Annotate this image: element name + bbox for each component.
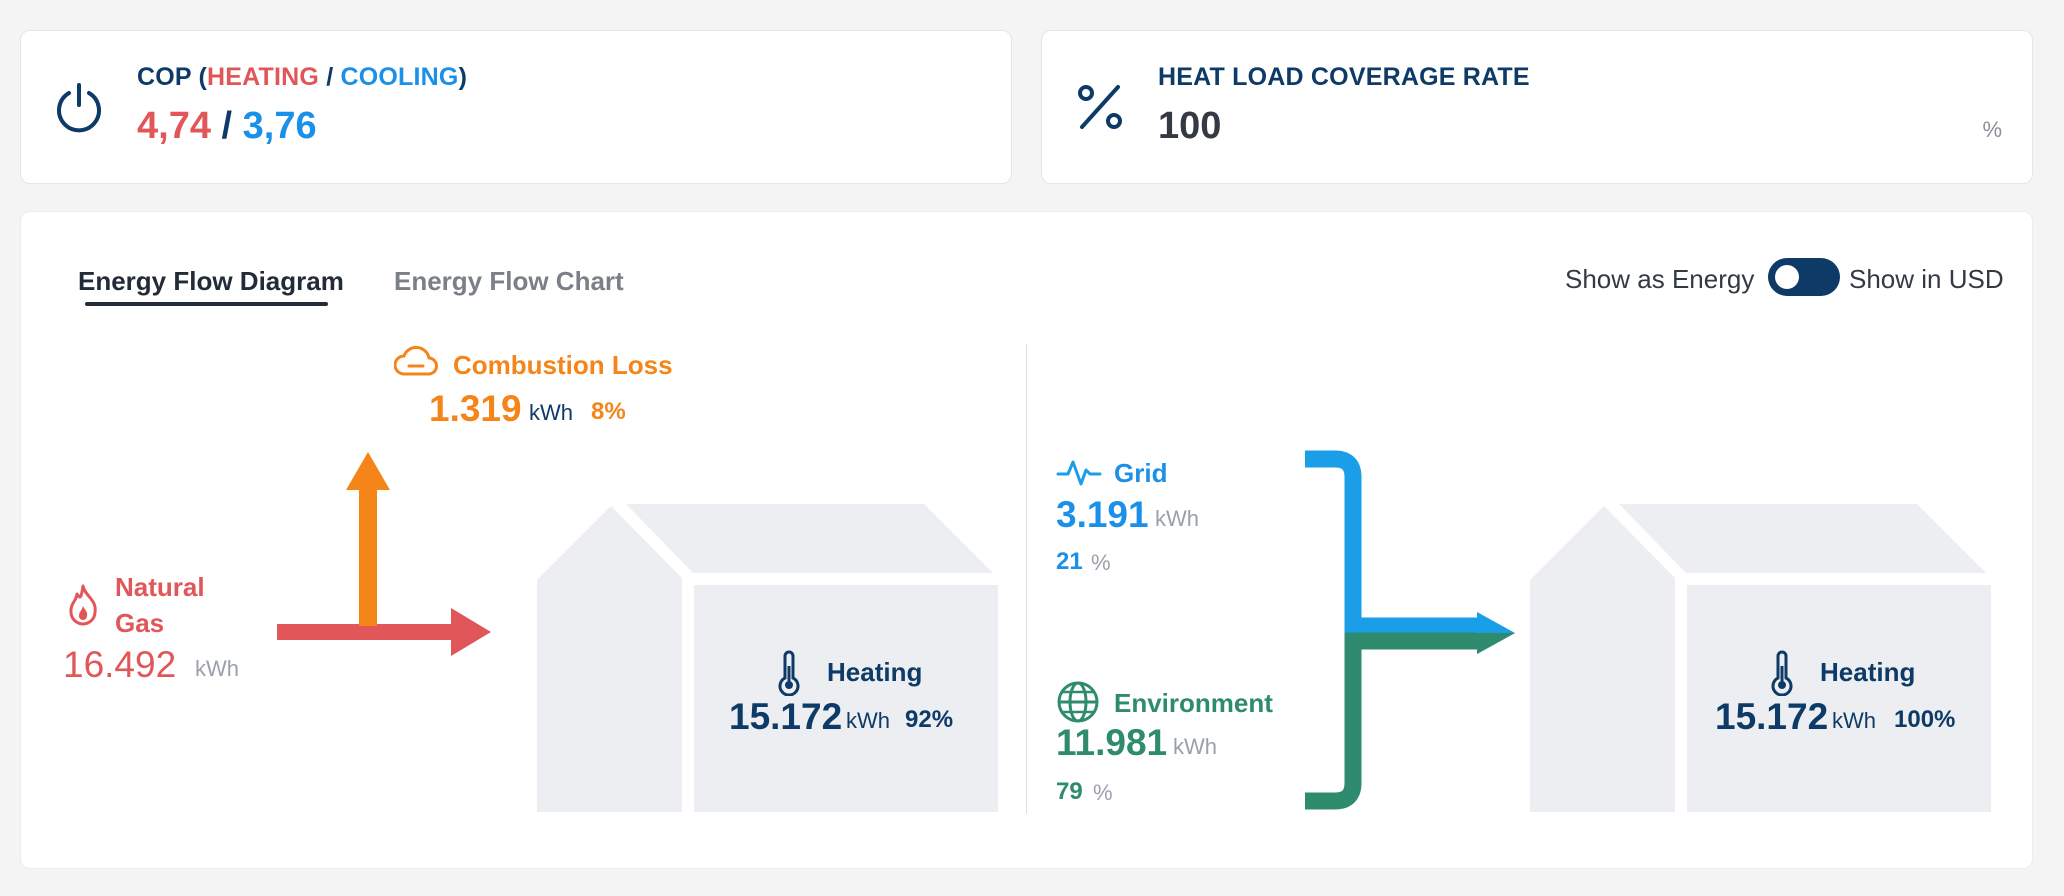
coverage-value: 100: [1158, 105, 1222, 147]
cloud-icon: [394, 345, 438, 376]
cop-value-cooling: 3,76: [242, 105, 317, 147]
environment-percent-unit: %: [1093, 780, 1113, 805]
cop-title-cooling: COOLING: [340, 63, 459, 91]
combustion-loss-label: Combustion Loss: [453, 350, 673, 380]
right-heating-percent: 100%: [1894, 706, 1956, 733]
cop-title-prefix: COP (: [137, 63, 207, 91]
cop-title: COP (HEATING / COOLING): [137, 63, 467, 92]
natural-gas-label-line1: Natural: [115, 572, 205, 602]
combustion-loss-unit: kWh: [529, 400, 573, 425]
natural-gas-unit: kWh: [195, 656, 239, 681]
cop-title-sep: /: [319, 63, 341, 91]
flow-divider: [1026, 344, 1027, 814]
tab-energy-flow-chart[interactable]: Energy Flow Chart: [394, 266, 624, 296]
show-in-usd-label[interactable]: Show in USD: [1849, 264, 2004, 294]
left-heating-percent: 92%: [905, 706, 954, 733]
grid-label: Grid: [1114, 458, 1168, 488]
show-as-energy-label[interactable]: Show as Energy: [1565, 264, 1755, 294]
environment-value: 11.981: [1056, 722, 1168, 763]
grid-percent-unit: %: [1091, 550, 1111, 575]
cop-title-heating: HEATING: [207, 63, 320, 91]
toggle-knob: [1775, 265, 1799, 289]
natural-gas-value: 16.492: [63, 644, 177, 685]
combustion-loss-value: 1.319: [429, 388, 522, 429]
natural-gas-label-line2: Gas: [115, 608, 165, 638]
environment-unit: kWh: [1173, 734, 1217, 759]
grid-value: 3.191: [1056, 494, 1149, 535]
gas-flow-arrow: [277, 608, 491, 656]
right-building-front: [1687, 585, 1991, 812]
grid-percent: 21: [1056, 548, 1083, 575]
right-heating-value: 15.172: [1715, 696, 1829, 737]
right-building: [1530, 504, 1991, 812]
coverage-card: HEAT LOAD COVERAGE RATE 100 %: [1041, 30, 2033, 184]
flame-icon: [69, 584, 97, 626]
right-building-roof: [1619, 504, 1986, 573]
left-building-front: [694, 585, 998, 812]
thermometer-icon: [778, 650, 800, 696]
power-icon: [57, 83, 101, 133]
right-heating-label: Heating: [1820, 657, 1916, 687]
right-building-side: [1530, 506, 1675, 812]
environment-percent: 79: [1056, 778, 1083, 805]
cop-value-heating: 4,74: [137, 105, 211, 147]
grid-unit: kWh: [1155, 506, 1199, 531]
thermometer-icon: [1771, 650, 1793, 696]
left-heating-label: Heating: [827, 657, 923, 687]
loss-flow-arrow: [346, 452, 390, 626]
cop-value-sep: /: [210, 105, 243, 147]
energy-flow-card: Energy Flow Diagram Energy Flow Chart Sh…: [20, 211, 2033, 869]
environment-flow-pipe: [1305, 632, 1481, 810]
energy-flow-graphic: [277, 450, 1991, 812]
active-tab-indicator: [85, 302, 328, 306]
coverage-unit: %: [1982, 117, 2002, 142]
percent-icon: [1078, 85, 1122, 129]
grid-flow-pipe: [1305, 450, 1481, 635]
left-heating-value: 15.172: [729, 696, 843, 737]
cop-title-suffix: ): [458, 63, 468, 91]
right-heating-unit: kWh: [1832, 708, 1876, 733]
energy-usd-toggle[interactable]: [1768, 258, 1840, 296]
tab-energy-flow-diagram[interactable]: Energy Flow Diagram: [78, 266, 344, 296]
left-heating-unit: kWh: [846, 708, 890, 733]
environment-label: Environment: [1114, 688, 1273, 718]
combustion-loss-percent: 8%: [591, 398, 626, 425]
cop-value: 4,74 / 3,76: [137, 105, 317, 148]
left-building: [537, 504, 998, 812]
left-building-roof: [626, 504, 993, 573]
pulse-icon: [1056, 460, 1102, 486]
left-building-side: [537, 506, 682, 812]
globe-icon: [1057, 681, 1099, 723]
cop-card: COP (HEATING / COOLING) 4,74 / 3,76: [20, 30, 1012, 184]
coverage-title: HEAT LOAD COVERAGE RATE: [1158, 63, 1530, 91]
